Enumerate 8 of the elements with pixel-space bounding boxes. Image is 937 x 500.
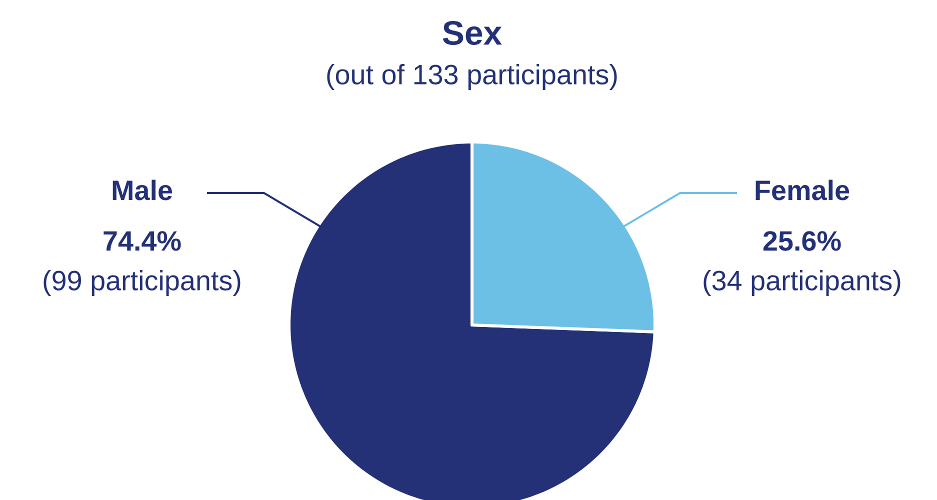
data-label: 25.6%: [763, 231, 841, 251]
chart-subtitle: (out of 133 participants): [327, 64, 617, 90]
slice-label: Male: [112, 180, 172, 200]
text: (34 participants): [704, 270, 900, 296]
data-label: 74.4%: [104, 231, 181, 251]
slice-label: Female: [756, 180, 850, 200]
text: (99 participants): [44, 270, 240, 296]
chart-title: Sex: [442, 20, 502, 45]
